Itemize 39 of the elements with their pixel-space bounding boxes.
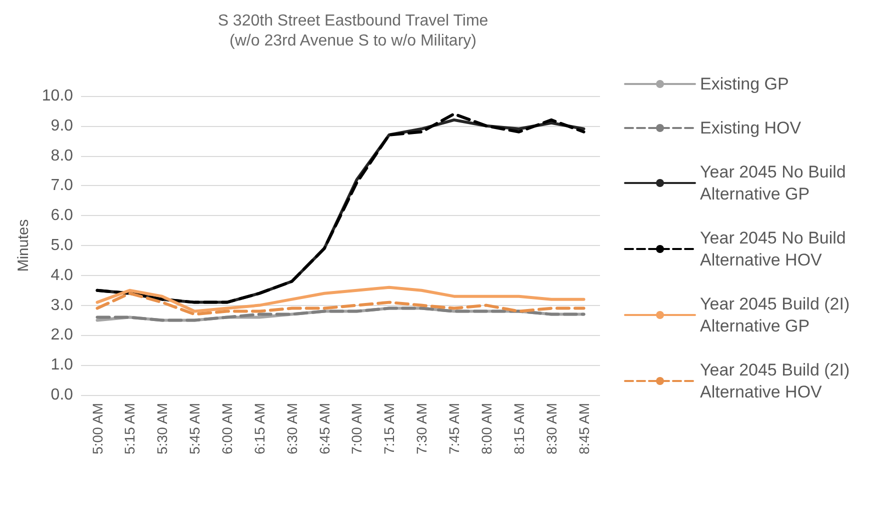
- x-tick-label: 8:30 AM: [543, 403, 560, 454]
- line-series: [96, 306, 586, 322]
- y-tick-label: 2.0: [50, 326, 74, 344]
- y-tick-label: 5.0: [50, 237, 74, 254]
- line-series: [96, 292, 586, 316]
- legend-label: Year 2045 Build (2I) Alternative GP: [700, 294, 854, 336]
- chart-title: S 320th Street Eastbound Travel Time: [218, 12, 488, 30]
- x-tick-label: 7:45 AM: [446, 403, 462, 454]
- y-tick-label: 7.0: [50, 177, 74, 194]
- y-tick-label: 10.0: [42, 88, 74, 104]
- legend-label: Year 2045 No Build Alternative GP: [700, 162, 851, 204]
- y-tick-label: 8.0: [50, 147, 74, 164]
- chart-subtitle: (w/o 23rd Avenue S to w/o Military): [230, 32, 476, 50]
- line-series: [96, 286, 586, 313]
- x-tick-label: 6:15 AM: [251, 403, 268, 454]
- x-tick-label: 6:00 AM: [219, 403, 235, 454]
- x-tick-label: 8:15 AM: [510, 403, 527, 454]
- legend-label: Year 2045 No Build Alternative HOV: [700, 228, 851, 270]
- x-tick-label: 7:30 AM: [414, 403, 430, 454]
- y-tick-label: 0.0: [50, 386, 74, 404]
- x-tick-label: 5:15 AM: [122, 403, 138, 454]
- x-tick-label: 6:45 AM: [316, 403, 332, 454]
- x-tick-label: 7:00 AM: [348, 403, 365, 454]
- legend-label: Existing HOV: [700, 118, 802, 138]
- x-tick-label: 5:00 AM: [89, 403, 106, 454]
- legend-label: Year 2045 Build (2I) Alternative HOV: [700, 360, 854, 402]
- y-axis-title: Minutes: [15, 219, 32, 272]
- x-tick-label: 5:45 AM: [186, 403, 203, 454]
- x-tick-label: 6:30 AM: [284, 403, 300, 454]
- x-tick-label: 7:15 AM: [381, 403, 398, 454]
- y-tick-label: 9.0: [50, 117, 74, 134]
- y-tick-label: 6.0: [50, 207, 74, 224]
- legend-label: Existing GP: [700, 74, 789, 94]
- x-tick-label: 8:45 AM: [576, 403, 592, 454]
- x-tick-label: 8:00 AM: [478, 403, 494, 454]
- x-tick-label: 5:30 AM: [154, 403, 170, 454]
- y-tick-label: 4.0: [50, 266, 74, 284]
- y-tick-label: 3.0: [50, 296, 74, 314]
- y-tick-label: 1.0: [50, 356, 74, 374]
